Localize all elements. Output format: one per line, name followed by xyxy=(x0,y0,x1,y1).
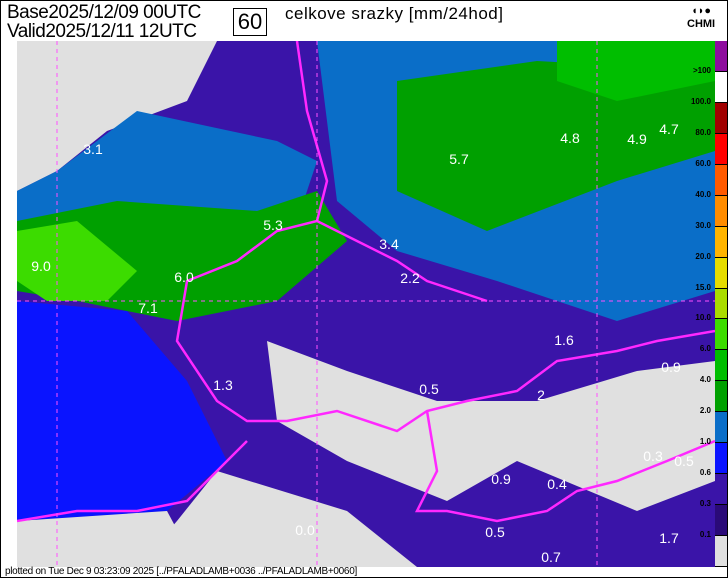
border-lines-secondary xyxy=(17,219,715,523)
map-value-label: 2 xyxy=(537,387,545,403)
legend-label: 0.6 xyxy=(699,468,711,478)
legend-label: 40.0 xyxy=(695,189,711,199)
map-value-label: 0.4 xyxy=(547,476,567,492)
legend-color-band xyxy=(715,257,727,289)
border-lines xyxy=(175,41,715,433)
area-4-6mm-north xyxy=(397,61,715,231)
valid-time-value: 2025/12/11 12UTC xyxy=(45,21,197,42)
map-value-label: 5.3 xyxy=(263,217,283,233)
legend-color-band xyxy=(715,41,727,72)
legend-color-band xyxy=(715,195,727,227)
map-value-label: 1.3 xyxy=(213,377,233,393)
lead-hours-box: 60 xyxy=(233,8,267,36)
legend-color-band xyxy=(715,505,727,536)
logo-icon: ◖◗● xyxy=(691,5,712,17)
legend-color-band xyxy=(715,443,727,475)
logo-text: CHMI xyxy=(687,18,716,30)
legend-label: 60.0 xyxy=(695,158,711,168)
legend-label: 15.0 xyxy=(695,282,711,292)
legend-label: 100.0 xyxy=(690,96,711,106)
land-no-precip-south xyxy=(137,471,417,567)
legend-color-band xyxy=(715,536,727,567)
area-1-2mm-southwest xyxy=(17,301,227,521)
legend-color-band xyxy=(715,350,727,382)
base-time-value: 2025/12/09 00UTC xyxy=(48,2,201,23)
map-value-label: 3.1 xyxy=(83,141,103,157)
valid-label: Valid xyxy=(7,21,46,42)
map-value-label: 0.5 xyxy=(419,381,439,397)
land-no-precip-center xyxy=(267,341,715,511)
land-no-precip-nw xyxy=(17,41,217,191)
map-value-label: 2.2 xyxy=(400,270,420,286)
legend-color-band xyxy=(715,474,727,506)
map-value-label: 0.9 xyxy=(661,359,681,375)
base-label: Base xyxy=(7,2,49,23)
map-value-label: 0.5 xyxy=(485,524,505,540)
legend-label: 10.0 xyxy=(695,313,711,323)
legend-color-band xyxy=(715,102,727,134)
map-value-label: 0.5 xyxy=(674,453,694,469)
map-value-label: 4.8 xyxy=(560,130,580,146)
valid-time: Valid2025/12/11 12UTC xyxy=(7,22,197,41)
map-value-label: 1.7 xyxy=(659,530,679,546)
map-value-label: 0.7 xyxy=(541,549,561,565)
legend-label: 2.0 xyxy=(699,406,711,416)
area-10mm-west xyxy=(17,221,137,301)
map-value-label: 9.0 xyxy=(31,258,51,274)
legend-color-band xyxy=(715,164,727,196)
map-value-label: 4.9 xyxy=(627,131,647,147)
chmi-logo: ◖◗● CHMI xyxy=(687,5,715,31)
map-value-label: 0.3 xyxy=(643,448,663,464)
map-value-label: 5.7 xyxy=(449,151,469,167)
color-legend xyxy=(715,41,727,567)
base-time: Base2025/12/09 00UTC xyxy=(7,3,201,22)
legend-color-band xyxy=(715,71,727,103)
legend-color-band xyxy=(715,412,727,444)
legend-color-band xyxy=(715,133,727,165)
map-value-label: 4.7 xyxy=(659,121,679,137)
legend-label: 30.0 xyxy=(695,220,711,230)
map-value-label: 7.1 xyxy=(138,300,158,316)
legend-label: >100 xyxy=(692,65,711,75)
legend-color-band xyxy=(715,319,727,351)
map-value-label: 0.9 xyxy=(491,471,511,487)
legend-label: 1.0 xyxy=(699,437,711,447)
legend-label: 0.3 xyxy=(699,499,711,509)
legend-label: 80.0 xyxy=(695,127,711,137)
map-value-label: 6.0 xyxy=(174,269,194,285)
map-value-label: 1.6 xyxy=(554,332,574,348)
legend-label: 0.1 xyxy=(699,530,711,540)
area-6-10mm-north xyxy=(557,41,715,101)
land-no-precip-sw xyxy=(17,511,197,567)
precipitation-map xyxy=(17,41,715,567)
legend-label: 4.0 xyxy=(699,375,711,385)
legend-label: 6.0 xyxy=(699,344,711,354)
map-value-label: 0.0 xyxy=(295,522,315,538)
map-value-label: 3.4 xyxy=(379,236,399,252)
legend-label: 20.0 xyxy=(695,251,711,261)
plot-footer: plotted on Tue Dec 9 03:23:09 2025 [../P… xyxy=(5,566,357,577)
legend-color-band xyxy=(715,288,727,320)
map-title: celkove srazky [mm/24hod] xyxy=(285,4,504,23)
legend-color-band xyxy=(715,226,727,258)
legend-color-band xyxy=(715,381,727,413)
